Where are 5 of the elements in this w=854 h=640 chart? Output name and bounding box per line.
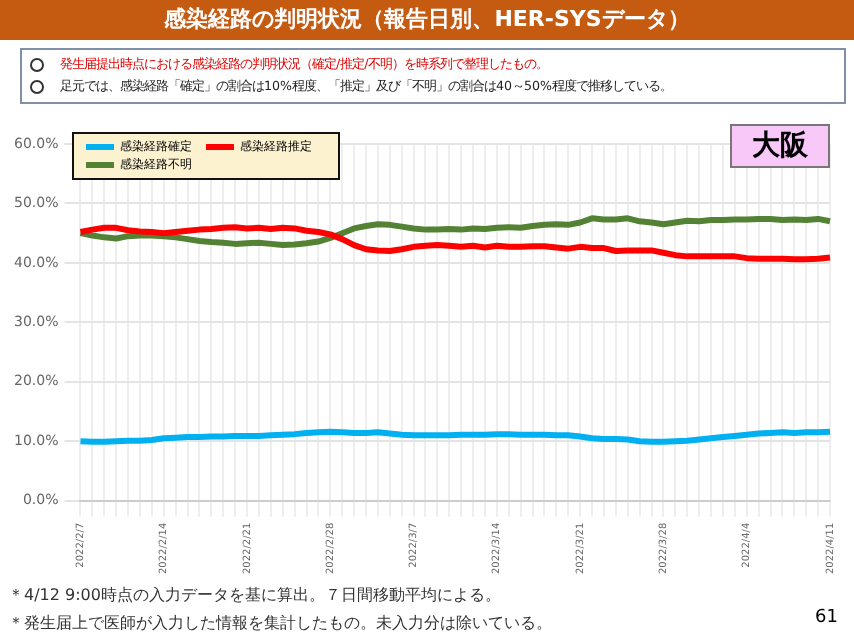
text: ＊発生届上で医師が入力した情報を集計したもの。未入力分は除いている。 xyxy=(8,612,552,636)
chart-subtitle: 大阪 xyxy=(730,124,830,168)
text: 61 xyxy=(815,608,838,628)
text: ＊4/12 9:00時点の入力データを基に算出。７日間移動平均による。 xyxy=(8,584,503,608)
chart-title: 感染経路の判明状況（報告日別、HER-SYSデータ） xyxy=(0,0,854,40)
